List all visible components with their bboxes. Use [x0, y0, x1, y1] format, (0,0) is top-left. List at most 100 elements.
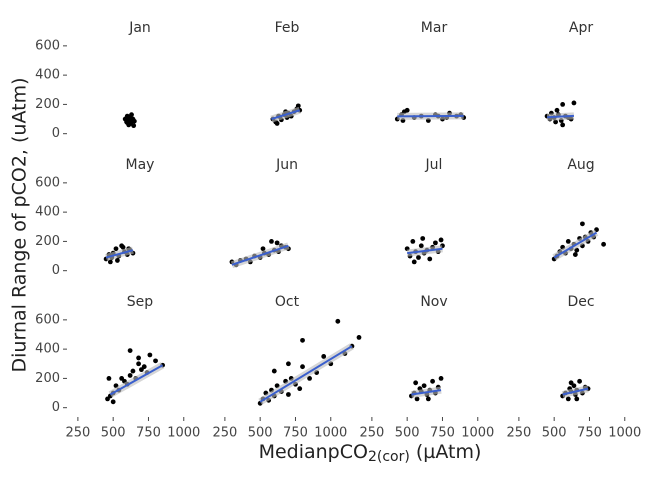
- y-tick-label: 200: [35, 234, 60, 249]
- x-tick-label: 500: [542, 426, 567, 441]
- point: [274, 240, 280, 246]
- x-axis-title: MedianpCO2(cor) (µAtm): [259, 441, 482, 466]
- x-tick-label: 250: [359, 426, 384, 441]
- x-tick-label: 1000: [461, 426, 494, 441]
- fit-line: [411, 389, 442, 396]
- point: [410, 239, 416, 244]
- x-axis-title-main: MedianpCO: [259, 441, 368, 463]
- point: [271, 368, 277, 374]
- facet-title: Sep: [127, 294, 154, 310]
- y-tick-label: 200: [35, 371, 60, 386]
- point: [120, 244, 126, 250]
- facet-title: Mar: [421, 20, 448, 36]
- x-tick-label: 500: [248, 426, 273, 441]
- point: [300, 337, 305, 343]
- y-tick-label: 0: [52, 400, 60, 415]
- y-tick-label: 0: [52, 263, 60, 278]
- point: [321, 354, 327, 359]
- point: [554, 107, 560, 113]
- point: [153, 358, 158, 364]
- point: [425, 396, 431, 402]
- x-tick-label: 250: [65, 426, 90, 441]
- point: [297, 386, 303, 392]
- y-tick-label: 600: [35, 175, 60, 190]
- fit-line: [397, 114, 464, 118]
- point: [571, 100, 577, 106]
- x-tick-label: 1000: [608, 426, 641, 441]
- point: [418, 243, 424, 249]
- point: [572, 252, 578, 257]
- point: [574, 396, 580, 402]
- point: [438, 376, 444, 381]
- point: [107, 259, 113, 265]
- fit-line: [547, 114, 574, 119]
- fit-line: [109, 364, 164, 396]
- y-axis-title: Diurnal Range of pCO2, (uAtm): [9, 78, 31, 373]
- y-tick-label: 400: [35, 68, 60, 83]
- point: [577, 378, 582, 384]
- x-tick-label: 250: [212, 426, 237, 441]
- point: [115, 258, 120, 263]
- point: [131, 118, 137, 124]
- fit-line: [562, 387, 589, 396]
- point: [286, 392, 291, 397]
- point: [274, 121, 280, 126]
- y-tick-label: 400: [35, 342, 60, 357]
- point: [147, 352, 153, 358]
- x-tick-label: 1000: [167, 426, 200, 441]
- point: [438, 237, 444, 243]
- point: [136, 361, 141, 367]
- y-tick-label: 200: [35, 97, 60, 112]
- point: [127, 114, 133, 120]
- point: [560, 102, 566, 107]
- point: [553, 119, 558, 125]
- point: [295, 103, 301, 109]
- point: [124, 120, 130, 126]
- point: [413, 380, 419, 386]
- fit-line: [231, 244, 289, 266]
- x-axis-title-sub: 2(cor): [368, 449, 410, 465]
- y-tick-label: 600: [35, 38, 60, 53]
- x-tick-label: 750: [577, 426, 602, 441]
- point: [335, 318, 341, 324]
- point: [416, 255, 421, 260]
- point: [568, 380, 574, 386]
- point: [433, 240, 438, 246]
- point: [136, 355, 141, 361]
- x-tick-label: 500: [101, 426, 126, 441]
- point: [260, 246, 266, 252]
- point: [127, 348, 133, 353]
- point: [131, 123, 137, 129]
- facet-title: Jan: [128, 20, 151, 36]
- point: [130, 368, 136, 374]
- fit-line: [407, 247, 443, 255]
- y-tick-label: 600: [35, 312, 60, 327]
- fit-line: [271, 109, 301, 120]
- point: [580, 221, 585, 227]
- facet-title: Dec: [567, 294, 594, 310]
- point: [427, 256, 433, 262]
- facet-title: Aug: [567, 157, 594, 173]
- point: [565, 239, 571, 244]
- facet-title: May: [126, 157, 155, 173]
- point: [560, 122, 566, 128]
- point: [601, 241, 606, 247]
- point: [113, 246, 119, 252]
- facet-title: Oct: [275, 294, 300, 310]
- facet-title: Apr: [569, 20, 593, 36]
- fit-line: [553, 231, 598, 259]
- point: [110, 399, 116, 405]
- facet-title: Jun: [275, 157, 298, 173]
- facet-title: Nov: [420, 294, 447, 310]
- y-tick-label: 400: [35, 205, 60, 220]
- x-tick-label: 750: [283, 426, 308, 441]
- facet-title: Feb: [275, 20, 300, 36]
- x-tick-label: 250: [506, 426, 531, 441]
- point: [307, 376, 312, 381]
- point: [565, 396, 571, 402]
- x-tick-label: 750: [136, 426, 161, 441]
- facet-title: Jul: [425, 157, 443, 173]
- point: [411, 259, 417, 265]
- point: [286, 361, 291, 367]
